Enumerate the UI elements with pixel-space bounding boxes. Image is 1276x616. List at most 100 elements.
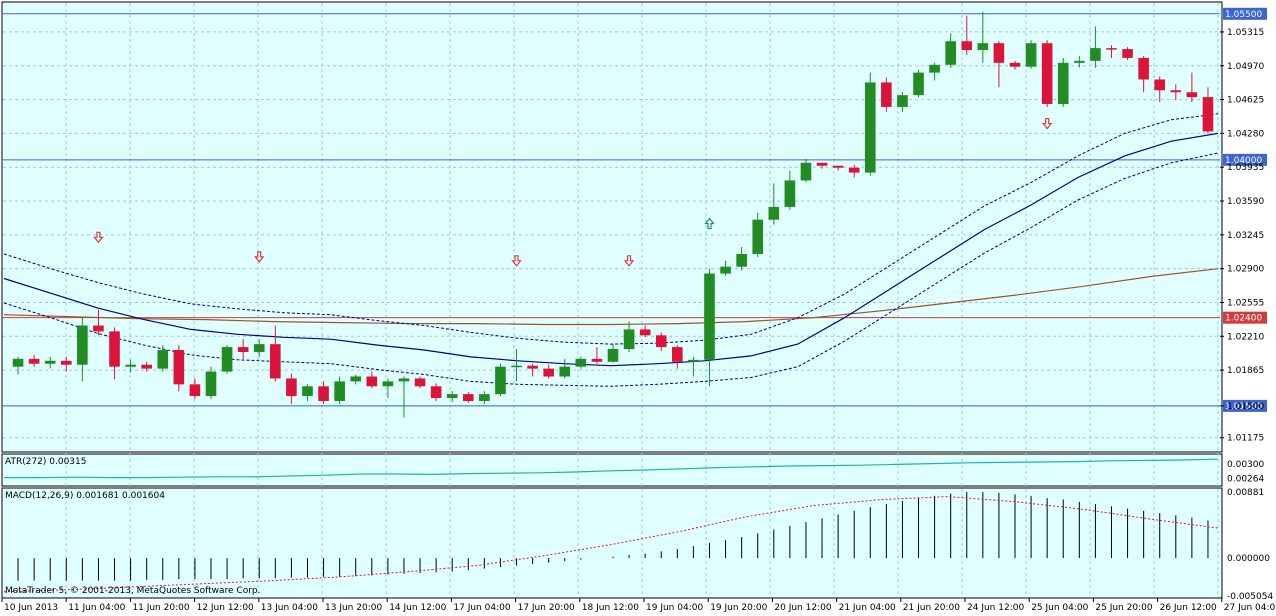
candle <box>77 317 88 382</box>
candle <box>881 77 892 112</box>
x-tick-label: 11 Jun 20:00 <box>132 603 189 613</box>
x-tick-label: 13 Jun 20:00 <box>325 603 382 613</box>
candle <box>784 170 796 210</box>
candle <box>864 72 876 176</box>
x-tick-label: 20 Jun 12:00 <box>774 603 831 613</box>
candle <box>1154 76 1166 103</box>
candle <box>1170 84 1182 101</box>
candle <box>414 376 426 389</box>
candle <box>672 345 683 369</box>
level-tag <box>1223 399 1267 412</box>
x-tick-label: 21 Jun 04:00 <box>839 603 896 613</box>
candle <box>430 383 442 401</box>
x-tick-label: 25 Jun 20:00 <box>1095 603 1152 613</box>
atr-title: ATR(272) 0.00315 <box>5 457 87 467</box>
candle <box>720 260 731 276</box>
y-tick-label: 1.01500 <box>1227 402 1264 412</box>
y-tick-label: 1.03935 <box>1227 163 1264 173</box>
candle <box>205 366 217 400</box>
arrow-down-icon <box>93 231 104 244</box>
x-tick-label: 18 Jun 12:00 <box>582 603 639 613</box>
band-upper-line <box>3 113 1219 345</box>
x-tick-label: 27 Jun 04:00 <box>1224 603 1276 613</box>
candle <box>591 347 603 364</box>
band-mid-line <box>3 132 1219 367</box>
candle <box>736 247 747 271</box>
y-tick-label: 1.02210 <box>1227 332 1264 342</box>
candle <box>1009 60 1021 70</box>
candle <box>1090 26 1101 68</box>
level-tag <box>1223 311 1267 324</box>
candle <box>897 92 908 112</box>
candle <box>543 364 554 379</box>
x-tick-label: 12 Jun 12:00 <box>197 603 254 613</box>
candle <box>1041 40 1053 107</box>
candle <box>462 392 474 403</box>
candle <box>221 345 233 374</box>
candle <box>1025 40 1037 69</box>
y-tick-label: 1.02555 <box>1227 298 1264 308</box>
candle <box>1074 55 1085 68</box>
candle <box>479 391 490 404</box>
band-lower-line <box>3 152 1219 387</box>
candle <box>173 345 185 392</box>
main-panel <box>1 1 1223 453</box>
candle <box>350 374 362 385</box>
candle <box>655 332 667 351</box>
y-tick-label: 1.04625 <box>1227 96 1264 106</box>
atr-tick-label: 0.00264 <box>1227 474 1264 484</box>
x-tick-label: 11 Jun 04:00 <box>68 603 125 613</box>
arrow-down-icon <box>511 255 522 267</box>
macd-title: MACD(12,26,9) 0.001681 0.001604 <box>5 491 165 501</box>
x-tick-label: 14 Jun 12:00 <box>389 603 446 613</box>
candle <box>28 354 40 367</box>
candle <box>945 33 956 68</box>
candle <box>253 339 265 357</box>
candle <box>302 384 313 401</box>
candle <box>157 345 169 372</box>
level-tag-label: 1.05500 <box>1225 10 1262 20</box>
macd-signal-line <box>3 496 1219 593</box>
candle <box>511 349 522 382</box>
candle <box>832 165 844 171</box>
candle <box>929 62 940 81</box>
x-tick-label: 21 Jun 20:00 <box>903 603 960 613</box>
candle <box>125 359 136 373</box>
candle <box>286 373 297 404</box>
candle <box>704 268 715 387</box>
candle <box>1138 55 1149 93</box>
y-tick-label: 1.04970 <box>1227 62 1264 72</box>
x-tick-label: 19 Jun 20:00 <box>710 603 767 613</box>
bands <box>3 113 1219 387</box>
candle <box>270 325 281 382</box>
candle <box>639 325 651 338</box>
level-tag <box>1223 153 1267 166</box>
candle <box>913 69 924 98</box>
arrow-down-icon <box>253 251 265 263</box>
candle <box>977 11 989 63</box>
x-axis: 10 Jun 2013 11 Jun 04:00 11 Jun 20:00 12 Ju… <box>1 598 1276 613</box>
x-tick-label: 13 Jun 04:00 <box>261 603 318 613</box>
arrow-up-icon <box>704 217 715 230</box>
candle <box>1186 72 1198 103</box>
candle <box>93 309 104 336</box>
x-tick-label: 26 Jun 12:00 <box>1160 603 1217 613</box>
arrow-down-icon <box>1041 117 1053 130</box>
macd-tick-label: 0.00881 <box>1227 488 1264 498</box>
signal-arrows <box>93 117 1053 267</box>
macd-series <box>3 492 1219 593</box>
candle <box>334 376 345 404</box>
candle <box>1106 45 1117 58</box>
y-tick-label: 1.04280 <box>1227 129 1264 139</box>
atr-line <box>4 458 1219 479</box>
y-tick-label: 1.05315 <box>1227 28 1264 38</box>
candle <box>1202 87 1214 134</box>
candle <box>623 321 635 352</box>
level-tag-label: 1.01500 <box>1225 402 1262 412</box>
candle <box>109 327 120 380</box>
level-tag <box>1223 7 1267 20</box>
arrow-down-icon <box>623 255 635 267</box>
x-tick-label: 17 Jun 20:00 <box>518 603 575 613</box>
candle <box>607 344 619 363</box>
y-tick-label: 1.02900 <box>1227 265 1264 275</box>
